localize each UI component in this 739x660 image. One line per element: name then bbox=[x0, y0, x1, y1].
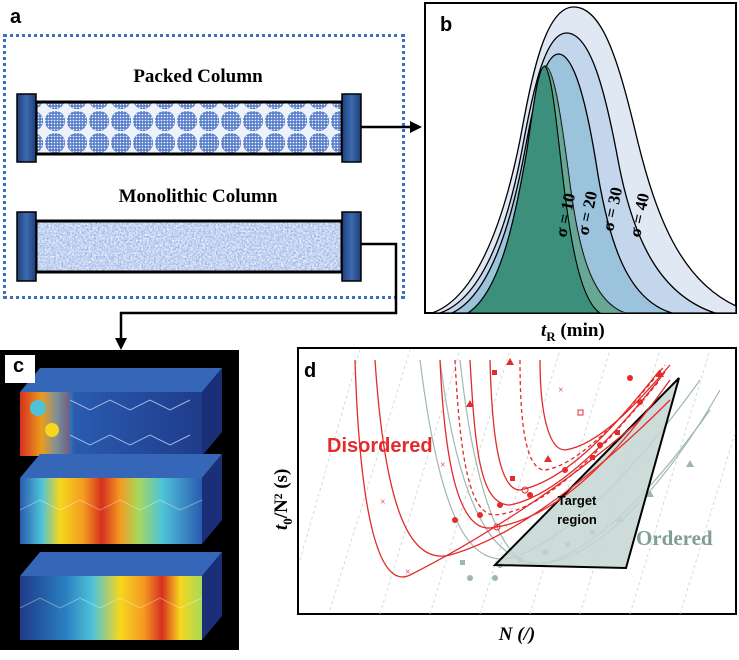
monolithic-column-title: Monolithic Column bbox=[118, 186, 278, 207]
target-region-label-line2: region bbox=[557, 512, 597, 527]
disordered-label: Disordered bbox=[327, 435, 433, 457]
svg-text:×: × bbox=[380, 497, 386, 508]
svg-text:×: × bbox=[440, 460, 446, 471]
panel-a-label: a bbox=[10, 6, 22, 28]
panel-d-frame bbox=[297, 347, 737, 615]
packed-column bbox=[16, 93, 362, 163]
panel-c-label: c bbox=[13, 355, 25, 377]
panel-b-label: b bbox=[440, 14, 453, 36]
simulation-block-2 bbox=[19, 454, 222, 544]
disordered-curves bbox=[354, 359, 671, 578]
panel-a-frame bbox=[3, 34, 405, 299]
panel-d-x-axis-label: N (/) bbox=[498, 624, 535, 645]
svg-text:×: × bbox=[405, 567, 411, 578]
panel-b-x-axis-label: tR (min) bbox=[541, 320, 605, 344]
panel-d-y-axis-label: t0/N² (s) bbox=[271, 469, 295, 530]
packed-column-title: Packed Column bbox=[133, 66, 263, 87]
target-region-label-line1: Target bbox=[558, 493, 597, 508]
simulation-block-1 bbox=[20, 368, 222, 456]
arrow-to-panel-b bbox=[361, 121, 422, 133]
ordered-label: Ordered bbox=[636, 526, 713, 550]
svg-text:×: × bbox=[558, 385, 564, 396]
panel-d-label: d bbox=[304, 360, 317, 382]
monolithic-column bbox=[16, 211, 362, 282]
simulation-block-3 bbox=[19, 552, 222, 640]
panel-c-simulation bbox=[0, 350, 239, 650]
disordered-markers: × × × × bbox=[380, 358, 664, 578]
arrow-to-panel-c bbox=[115, 242, 398, 350]
